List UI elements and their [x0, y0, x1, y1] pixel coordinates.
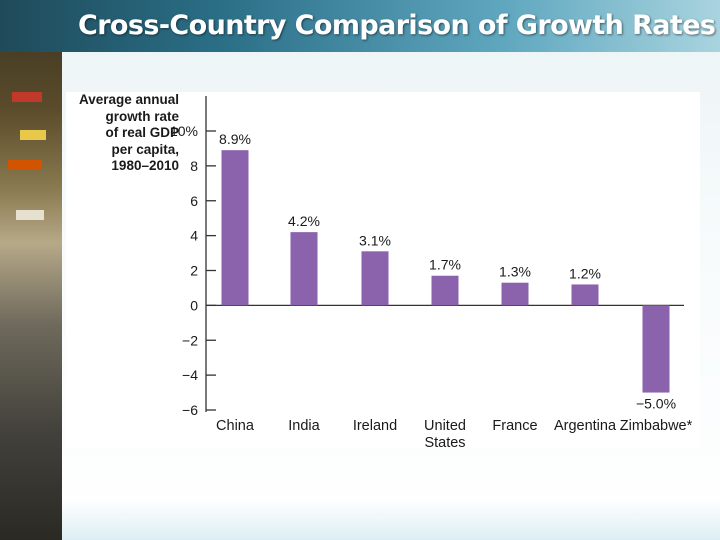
- category-label: China: [216, 418, 255, 434]
- bar-chart: −6 −4 −2 0 2 4 6 8 10% 8.9% China 4.2% India 3.1% Irel…: [170, 96, 693, 448]
- data-label: 4.2%: [288, 213, 320, 229]
- title-band: Cross-Country Comparison of Growth Rates: [0, 0, 720, 52]
- data-label: 1.3%: [499, 264, 531, 280]
- bar: [361, 251, 389, 306]
- data-label: 3.1%: [359, 232, 391, 248]
- bar: [501, 282, 529, 306]
- category-label: France: [492, 418, 537, 434]
- data-label: 8.9%: [219, 131, 251, 147]
- y-tick-label: 2: [190, 263, 198, 279]
- y-tick-label: 10%: [170, 123, 198, 139]
- category-label: India: [288, 418, 320, 434]
- y-tick-label: −6: [182, 402, 198, 418]
- photo-sign: [20, 130, 46, 140]
- data-label: 1.2%: [569, 265, 601, 281]
- background-photo-strip: [0, 0, 62, 540]
- category-label: Argentina: [554, 418, 617, 434]
- bar: [642, 305, 670, 393]
- chart-panel: −6 −4 −2 0 2 4 6 8 10% 8.9% China 4.2% India 3.1% Irel…: [66, 92, 700, 448]
- photo-sign: [8, 160, 42, 170]
- photo-sign: [12, 92, 42, 102]
- slide-title: Cross-Country Comparison of Growth Rates: [78, 10, 716, 41]
- data-label: 1.7%: [429, 257, 461, 273]
- bar: [571, 284, 599, 306]
- y-tick-label: 0: [190, 297, 198, 313]
- y-axis-label: Average annual growth rate of real GDP p…: [78, 92, 179, 173]
- photo-sign: [16, 210, 44, 220]
- bar: [290, 232, 318, 306]
- bar: [431, 275, 459, 306]
- y-tick-label: −4: [182, 367, 198, 383]
- bar: [221, 150, 249, 306]
- category-label: Ireland: [353, 418, 397, 434]
- y-tick-label: 4: [190, 228, 198, 244]
- y-tick-label: 6: [190, 193, 198, 209]
- category-label: United States: [424, 418, 466, 448]
- y-tick-label: −2: [182, 332, 198, 348]
- category-label: Zimbabwe*: [620, 418, 693, 434]
- y-tick-label: 8: [190, 158, 198, 174]
- data-label: −5.0%: [636, 396, 676, 412]
